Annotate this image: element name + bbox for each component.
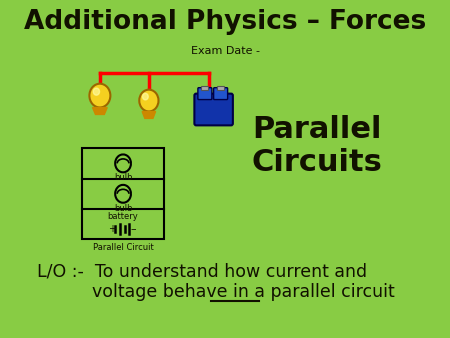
- Polygon shape: [142, 112, 156, 118]
- Text: L/O :-  To understand how current and: L/O :- To understand how current and: [37, 262, 367, 280]
- Text: bulb: bulb: [114, 173, 132, 182]
- Text: Parallel Circuit: Parallel Circuit: [93, 243, 153, 252]
- FancyBboxPatch shape: [214, 88, 228, 100]
- Text: battery: battery: [108, 212, 139, 221]
- Circle shape: [143, 93, 148, 100]
- Circle shape: [139, 90, 158, 112]
- Text: voltage behave in a parallel circuit: voltage behave in a parallel circuit: [92, 283, 395, 301]
- Text: –: –: [131, 224, 136, 234]
- Text: Circuits: Circuits: [252, 148, 382, 177]
- Bar: [217, 86, 224, 90]
- Text: Exam Date -: Exam Date -: [190, 46, 260, 56]
- Text: +: +: [108, 224, 116, 234]
- Text: Additional Physics – Forces: Additional Physics – Forces: [24, 9, 426, 35]
- FancyBboxPatch shape: [198, 88, 212, 100]
- Bar: [202, 86, 208, 90]
- FancyBboxPatch shape: [194, 94, 233, 125]
- Text: bulb: bulb: [114, 204, 132, 213]
- Circle shape: [90, 84, 110, 107]
- Polygon shape: [93, 107, 107, 115]
- Text: Parallel: Parallel: [252, 116, 382, 144]
- Circle shape: [93, 88, 99, 95]
